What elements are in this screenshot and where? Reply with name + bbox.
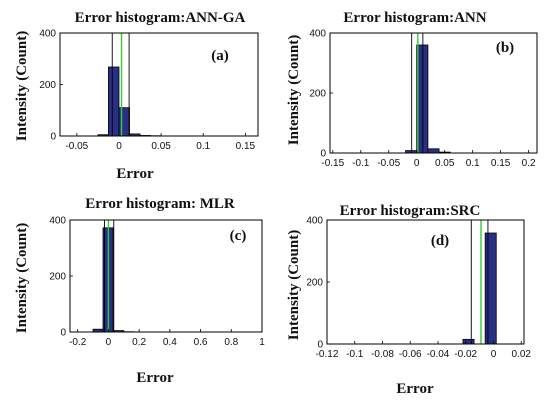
histogram-bar (427, 148, 440, 154)
histogram-panel-1: Error histogram:ANN-GA Intensity (Count) E… (14, 10, 259, 182)
y-tick-label: 200 (306, 278, 323, 289)
y-tick-label: 400 (49, 216, 66, 227)
y-tick-label: 400 (306, 216, 323, 227)
x-tick-label: 0.05 (151, 141, 171, 152)
x-axis-label: Error (396, 381, 434, 397)
x-tick-label: -0.02 (454, 349, 477, 360)
x-tick-label: -0.2 (69, 337, 87, 348)
y-tick-label: 200 (309, 89, 326, 100)
x-tick-label: 0 (414, 158, 420, 169)
y-tick-label: 0 (320, 149, 326, 160)
histogram-panel-4: Error histogram:SRC Intensity (Count) Erro… (286, 203, 531, 397)
x-axis-label: Error (136, 370, 174, 386)
x-tick-label: 0.4 (163, 337, 177, 348)
panel-label: (d) (431, 233, 449, 249)
x-tick-label: 0 (116, 141, 122, 152)
x-tick-label: -0.05 (377, 158, 400, 169)
x-tick-label: 0.8 (224, 337, 238, 348)
y-tick-label: 400 (309, 29, 326, 40)
x-tick-label: 0 (491, 349, 497, 360)
x-tick-label: -0.08 (371, 349, 394, 360)
y-tick-label: 200 (39, 80, 56, 91)
y-tick-label: 200 (49, 272, 66, 283)
histogram-panel-3: Error histogram: MLR Intensity (Count) Err… (14, 196, 265, 386)
x-tick-label: -0.06 (399, 349, 422, 360)
chart-title: Error histogram:SRC (340, 203, 481, 219)
x-tick-label: -0.04 (427, 349, 450, 360)
histogram-bar (484, 232, 497, 345)
y-tick-label: 400 (39, 29, 56, 40)
x-tick-label: -0.1 (352, 158, 370, 169)
x-tick-label: -0.15 (321, 158, 344, 169)
x-tick-label: 0.05 (435, 158, 455, 169)
x-tick-label: -0.05 (65, 141, 88, 152)
x-axis-label: Error (116, 166, 154, 182)
y-tick-label: 0 (60, 328, 66, 339)
panel-label: (b) (496, 40, 514, 56)
chart-title: Error histogram: MLR (85, 196, 235, 212)
panel-label: (a) (211, 48, 229, 64)
chart-title: Error histogram:ANN-GA (75, 10, 246, 26)
x-tick-label: 0.15 (491, 158, 511, 169)
x-tick-label: 1 (259, 337, 265, 348)
x-tick-label: 0.6 (194, 337, 208, 348)
x-tick-label: 0.2 (522, 158, 536, 169)
histogram-bar (462, 338, 475, 345)
x-tick-label: -0.1 (346, 349, 364, 360)
x-tick-label: -0.12 (316, 349, 339, 360)
y-axis-label: Intensity (Count) (14, 31, 30, 141)
x-tick-label: 0 (106, 337, 112, 348)
panel-label: (c) (230, 228, 247, 244)
histogram-bar (108, 66, 120, 137)
x-tick-label: 0.1 (466, 158, 480, 169)
histogram-bar (118, 107, 130, 137)
chart-title: Error histogram:ANN (343, 10, 486, 26)
x-tick-label: 0.02 (511, 349, 531, 360)
y-axis-label: Intensity (Count) (286, 230, 302, 340)
y-tick-label: 0 (317, 340, 323, 351)
x-tick-label: 0.2 (132, 337, 146, 348)
y-axis-label: Intensity (Count) (14, 223, 30, 333)
x-tick-label: 0.15 (236, 141, 256, 152)
y-tick-label: 0 (50, 132, 56, 143)
histogram-panel-2: Error histogram:ANN Intensity (Count) -0.1… (286, 10, 538, 169)
y-axis-label: Intensity (Count) (286, 35, 302, 145)
x-tick-label: 0.1 (196, 141, 210, 152)
